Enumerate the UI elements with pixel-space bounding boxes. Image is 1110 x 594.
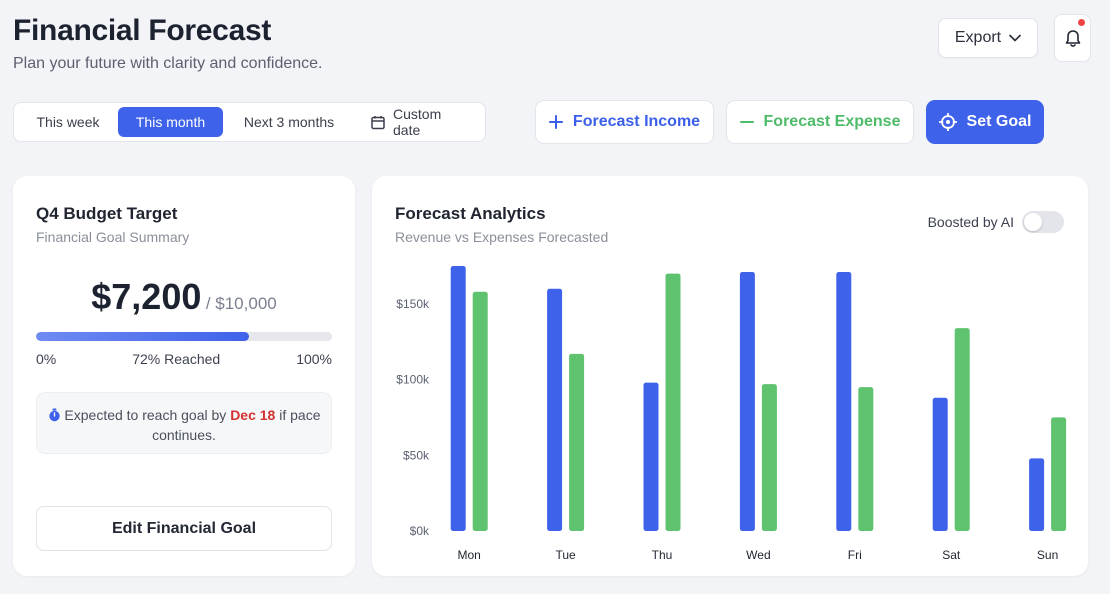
- notification-dot: [1078, 19, 1085, 26]
- progress-labels: 0% 72% Reached 100%: [36, 351, 332, 367]
- forecast-analytics-card: $0k $50k $100k $150k Mon Tue Thu Wed Fri Sat Sun F…: [372, 176, 1088, 576]
- tab-this-week[interactable]: This week: [18, 107, 118, 137]
- toggle-knob: [1024, 213, 1042, 231]
- forecast-income-button[interactable]: Forecast Income: [535, 100, 714, 144]
- set-goal-label: Set Goal: [966, 113, 1032, 130]
- y-tick-label: $50k: [403, 448, 430, 462]
- revenue-bar[interactable]: [450, 266, 466, 531]
- stopwatch-icon: [48, 408, 61, 422]
- page-subtitle: Plan your future with clarity and confid…: [13, 55, 323, 72]
- boosted-ai-label: Boosted by AI: [927, 214, 1014, 230]
- export-label: Export: [954, 29, 1002, 46]
- budget-target-card: Q4 Budget Target Financial Goal Summary …: [13, 176, 355, 576]
- plus-icon: [548, 115, 563, 129]
- forecast-bar-chart: $0k $50k $100k $150k Mon Tue Thu Wed Fri Sat Sun: [396, 266, 1067, 562]
- expense-bar[interactable]: [665, 273, 681, 531]
- tab-next-3-months[interactable]: Next 3 months: [223, 107, 355, 137]
- goal-progress-bar: [36, 332, 332, 341]
- expense-bar[interactable]: [472, 291, 488, 531]
- period-selector: This week This month Next 3 months Custo…: [13, 102, 486, 142]
- progress-max-label: 100%: [296, 351, 332, 367]
- revenue-bar[interactable]: [547, 288, 563, 531]
- forecast-income-label: Forecast Income: [572, 113, 701, 130]
- edit-financial-goal-button[interactable]: Edit Financial Goal: [36, 506, 332, 551]
- x-tick-label: Wed: [746, 548, 770, 562]
- bell-icon: [1064, 29, 1082, 48]
- forecast-expense-label: Forecast Expense: [763, 113, 901, 130]
- x-tick-label: Sat: [942, 548, 961, 562]
- tab-label: Custom date: [393, 106, 442, 138]
- notifications-button[interactable]: [1054, 14, 1091, 62]
- forecast-expense-button[interactable]: Forecast Expense: [726, 100, 914, 144]
- tab-label: This month: [135, 114, 206, 130]
- tab-this-month[interactable]: This month: [118, 107, 223, 137]
- revenue-bar[interactable]: [643, 382, 659, 531]
- budget-amount-row: $7,200 / $10,000: [13, 276, 355, 318]
- revenue-bar[interactable]: [836, 272, 852, 531]
- edit-goal-label: Edit Financial Goal: [111, 519, 257, 537]
- boosted-ai-toggle-row: Boosted by AI: [928, 211, 1064, 233]
- x-tick-label: Mon: [458, 548, 481, 562]
- tab-label: This week: [36, 114, 100, 130]
- eta-prefix: Expected to reach goal by: [64, 407, 227, 423]
- expense-bar[interactable]: [761, 384, 777, 531]
- x-tick-label: Tue: [555, 548, 576, 562]
- page-title: Financial Forecast: [13, 14, 272, 47]
- tab-label: Next 3 months: [243, 114, 335, 130]
- expense-bar[interactable]: [1051, 417, 1067, 531]
- budget-card-title: Q4 Budget Target: [36, 204, 178, 223]
- eta-suffix: if pace continues.: [152, 407, 321, 443]
- analytics-card-subtitle: Revenue vs Expenses Forecasted: [395, 229, 609, 245]
- target-icon: [938, 113, 957, 131]
- y-tick-label: $150k: [396, 297, 430, 311]
- chevron-down-icon: [1009, 34, 1021, 42]
- budget-card-subtitle: Financial Goal Summary: [36, 229, 190, 245]
- analytics-card-title: Forecast Analytics: [395, 204, 546, 223]
- export-button[interactable]: Export: [938, 18, 1038, 58]
- x-tick-label: Fri: [848, 548, 862, 562]
- expense-bar[interactable]: [858, 387, 874, 531]
- y-tick-label: $0k: [410, 524, 430, 538]
- progress-reached-label: 72% Reached: [132, 351, 221, 367]
- revenue-bar[interactable]: [932, 397, 948, 531]
- calendar-icon: [371, 115, 385, 130]
- expense-bar[interactable]: [569, 353, 585, 531]
- expense-bar[interactable]: [954, 328, 970, 531]
- revenue-bar[interactable]: [739, 272, 755, 531]
- y-tick-label: $100k: [396, 373, 430, 387]
- eta-date: Dec 18: [230, 407, 276, 423]
- goal-eta-notice: Expected to reach goal by Dec 18 if pace…: [36, 392, 332, 454]
- current-amount: $7,200: [91, 276, 202, 317]
- x-tick-label: Thu: [652, 548, 673, 562]
- x-tick-label: Sun: [1037, 548, 1058, 562]
- minus-icon: [739, 115, 754, 129]
- set-goal-button[interactable]: Set Goal: [926, 100, 1044, 144]
- target-amount: / $10,000: [205, 294, 277, 313]
- tab-custom-date[interactable]: Custom date: [355, 106, 481, 138]
- boosted-ai-toggle[interactable]: [1022, 211, 1064, 233]
- revenue-bar[interactable]: [1029, 458, 1045, 531]
- progress-min-label: 0%: [36, 351, 57, 367]
- goal-progress-fill: [36, 332, 250, 341]
